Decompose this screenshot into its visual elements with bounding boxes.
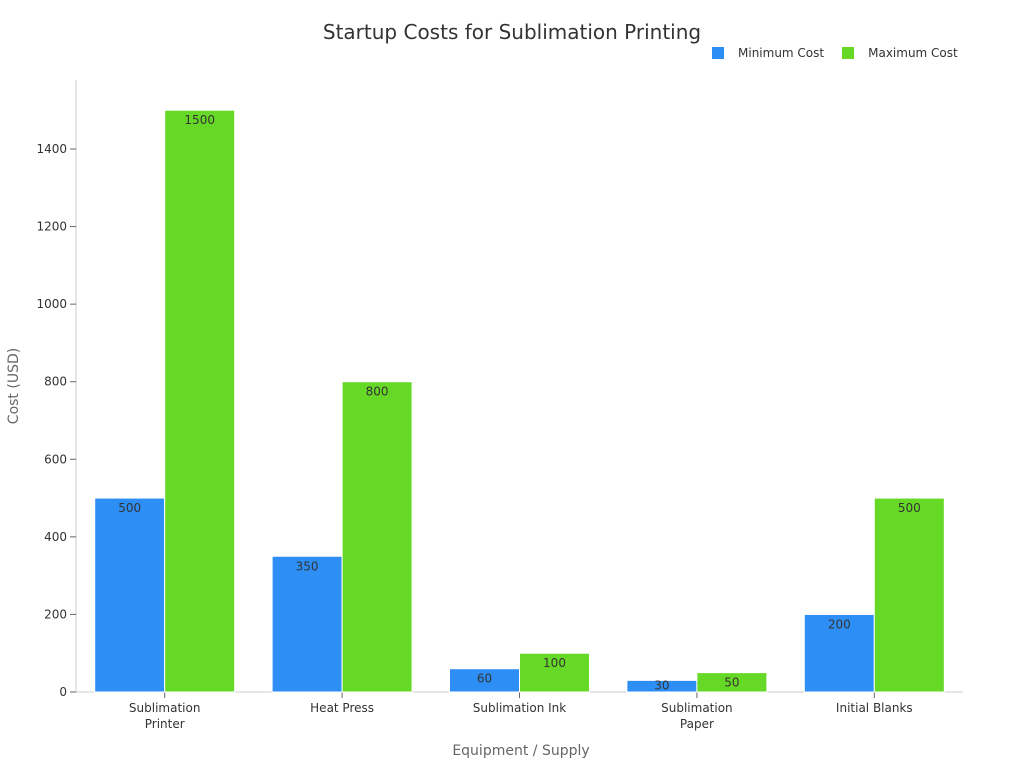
legend-item-maximum[interactable]: Maximum Cost: [842, 46, 958, 60]
chart-title: Startup Costs for Sublimation Printing: [322, 20, 702, 44]
bar-minimum[interactable]: [803, 613, 875, 693]
y-tick-label: 1000: [36, 297, 67, 311]
y-tick-label: 1400: [36, 142, 67, 156]
legend-label-minimum: Minimum Cost: [738, 46, 825, 60]
bar-value-label: 60: [477, 672, 492, 686]
bar-value-label: 30: [654, 678, 669, 692]
bar-value-label: 1500: [184, 113, 215, 127]
bar-value-label: 100: [543, 656, 566, 670]
x-tick-label: Heat Press: [310, 701, 374, 715]
bar-maximum[interactable]: [873, 497, 945, 693]
x-tick-label: Sublimation Ink: [473, 701, 566, 715]
legend-swatch-minimum: [712, 47, 724, 59]
bar-value-label: 800: [366, 385, 389, 399]
bar-minimum[interactable]: [94, 497, 166, 693]
bar-maximum[interactable]: [164, 109, 236, 693]
x-tick-label: Paper: [680, 717, 714, 731]
y-tick-label: 400: [44, 530, 67, 544]
bar-minimum[interactable]: [271, 555, 343, 693]
y-tick-label: 600: [44, 452, 67, 466]
legend: Minimum Cost Maximum Cost: [712, 46, 976, 60]
legend-item-minimum[interactable]: Minimum Cost: [712, 46, 824, 60]
bar-value-label: 50: [724, 676, 739, 690]
x-tick-label: Sublimation: [129, 701, 201, 715]
bar-value-label: 500: [898, 501, 921, 515]
legend-swatch-maximum: [842, 47, 855, 59]
x-tick-label: Sublimation: [661, 701, 733, 715]
legend-label-maximum: Maximum Cost: [868, 46, 958, 60]
x-tick-label: Initial Blanks: [836, 701, 913, 715]
y-tick-label: 200: [44, 607, 67, 621]
bar-maximum[interactable]: [696, 672, 768, 693]
bar-value-label: 350: [296, 559, 319, 573]
x-tick-label: Printer: [145, 717, 185, 731]
bar-value-label: 200: [828, 617, 851, 631]
y-tick-label: 1200: [36, 220, 67, 234]
y-tick-label: 0: [59, 685, 67, 699]
y-axis-label: Cost (USD): [6, 348, 22, 424]
y-tick-label: 800: [44, 375, 67, 389]
bar-maximum[interactable]: [519, 652, 590, 693]
bar-value-label: 500: [118, 501, 141, 515]
bar-maximum[interactable]: [341, 381, 413, 693]
x-axis-label: Equipment / Supply: [452, 743, 589, 759]
